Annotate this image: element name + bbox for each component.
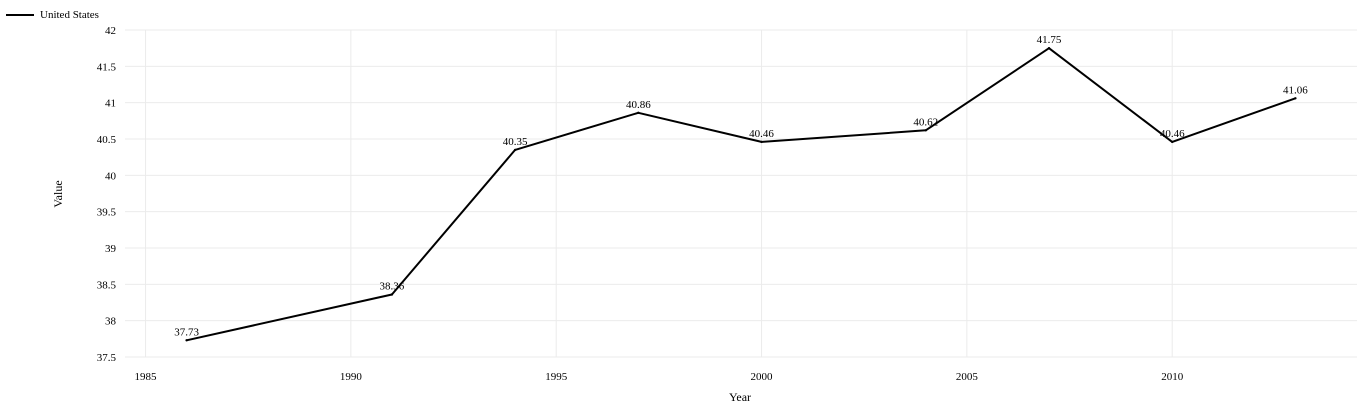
x-tick-label: 2010 xyxy=(1161,371,1184,383)
y-tick-label: 41.5 xyxy=(97,61,117,73)
x-tick-label: 2005 xyxy=(956,371,979,383)
data-point xyxy=(1171,140,1174,144)
data-point xyxy=(637,111,640,115)
grid-lines xyxy=(125,29,1357,358)
y-tick-label: 41 xyxy=(105,98,116,110)
data-label: 41.75 xyxy=(1037,34,1062,46)
y-tick-label: 42 xyxy=(105,25,116,37)
series-lines xyxy=(185,46,1297,342)
data-label: 40.35 xyxy=(503,136,528,148)
data-point xyxy=(924,129,927,132)
y-tick-label: 38.5 xyxy=(97,279,117,291)
y-tick-label: 37.5 xyxy=(97,352,117,364)
data-point xyxy=(390,293,394,296)
x-tick-label: 1995 xyxy=(545,371,568,383)
data-point xyxy=(1294,97,1297,100)
y-axis-title: Value xyxy=(51,180,65,207)
x-tick-label: 1990 xyxy=(340,371,363,383)
data-label: 40.86 xyxy=(626,99,651,111)
x-axis-title: Year xyxy=(729,390,751,404)
data-point xyxy=(1047,46,1051,50)
data-point xyxy=(513,148,517,152)
data-label: 40.46 xyxy=(749,128,774,140)
data-point xyxy=(185,339,188,342)
legend: United States xyxy=(6,7,99,23)
legend-label: United States xyxy=(40,9,99,21)
y-tick-labels: 37.5 38 38.5 39 39.5 40 40.5 41 41.5 42 xyxy=(97,25,117,364)
data-label: 41.06 xyxy=(1283,84,1308,96)
y-tick-label: 39 xyxy=(105,243,117,255)
x-tick-label: 1985 xyxy=(135,371,158,383)
y-tick-label: 40 xyxy=(105,170,117,182)
x-tick-labels: 1985 1990 1995 2000 2005 2010 xyxy=(135,371,1184,383)
data-label: 38.36 xyxy=(380,281,405,293)
data-label: 40.46 xyxy=(1160,128,1185,140)
x-tick-label: 2000 xyxy=(751,371,774,383)
data-label: 40.62 xyxy=(913,116,938,128)
data-labels: 37.73 38.36 40.35 40.86 40.46 40.62 41.75 40.46… xyxy=(174,34,1308,338)
legend-swatch xyxy=(6,14,34,16)
y-tick-label: 38 xyxy=(105,316,117,328)
series-line xyxy=(186,47,1296,342)
y-tick-label: 39.5 xyxy=(97,207,117,219)
data-label: 37.73 xyxy=(174,326,199,338)
y-tick-label: 40.5 xyxy=(97,134,117,146)
data-point xyxy=(760,140,763,144)
